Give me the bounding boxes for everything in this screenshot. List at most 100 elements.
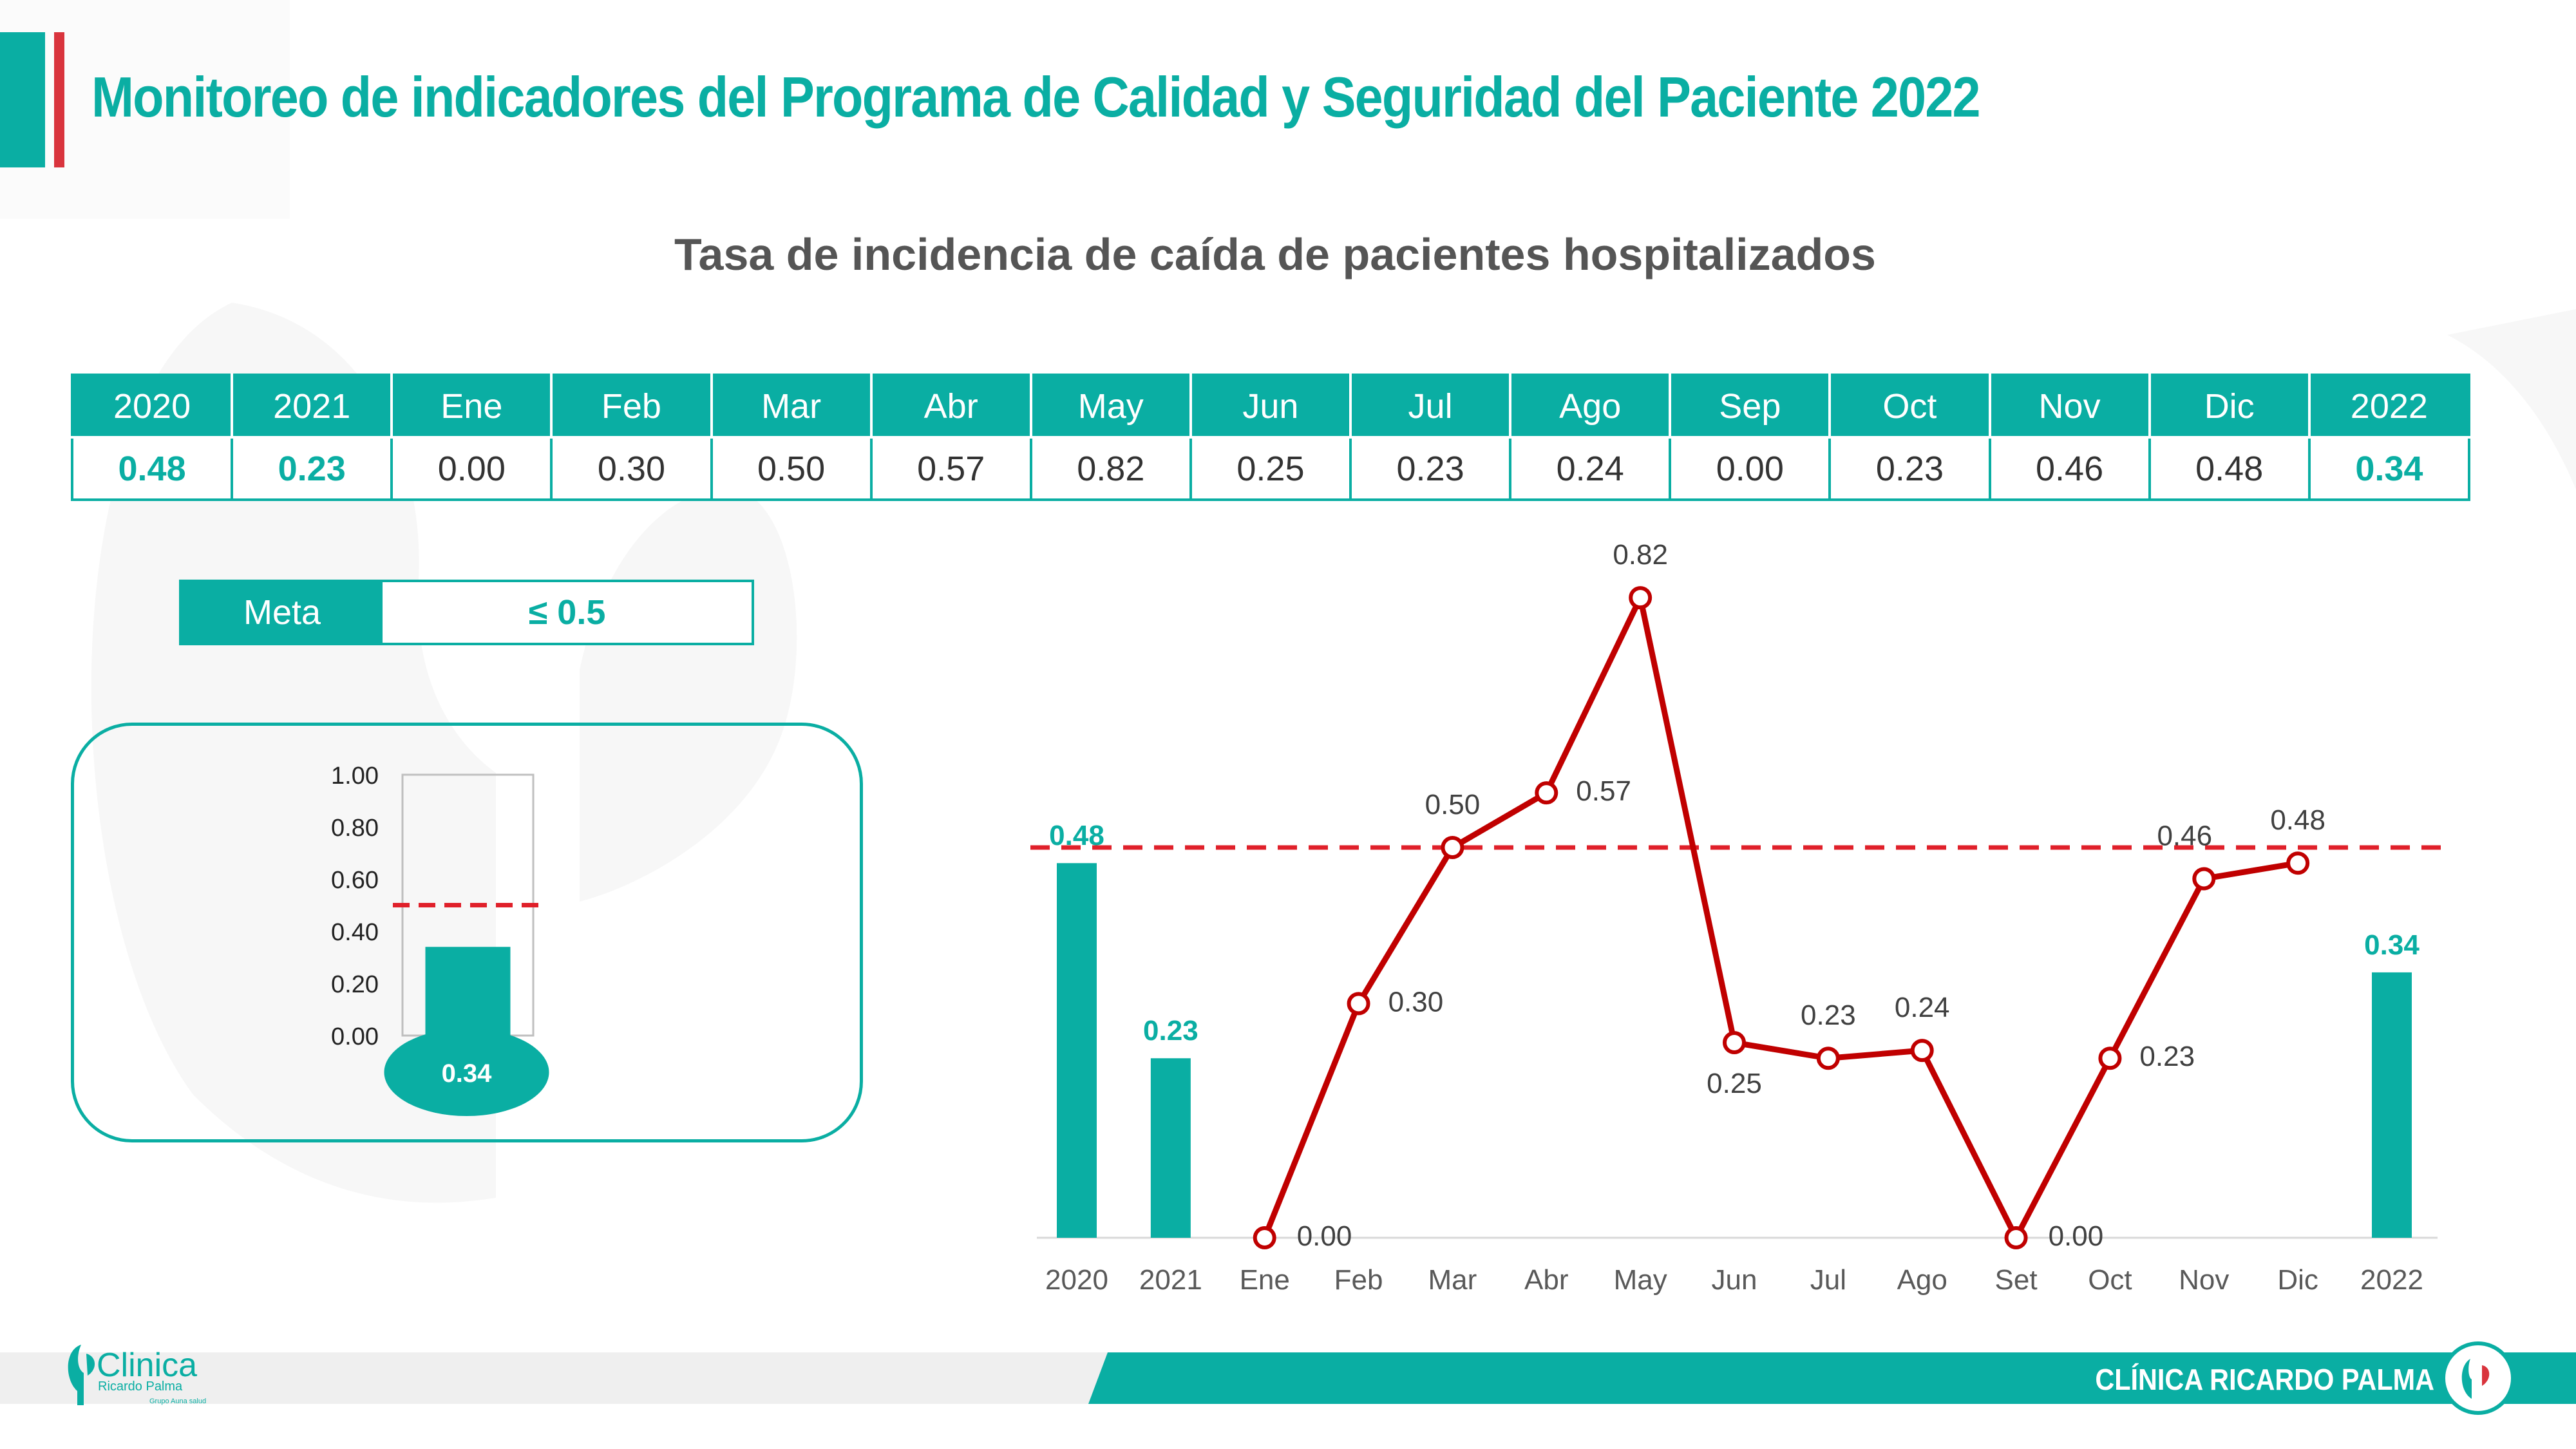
table-header-cell: May bbox=[1029, 374, 1192, 439]
line-point bbox=[1253, 1226, 1276, 1249]
line-point-label: 0.24 bbox=[1895, 992, 1950, 1023]
logo-subtitle: Ricardo Palma bbox=[98, 1379, 183, 1394]
x-tick-label: Nov bbox=[2179, 1264, 2229, 1296]
table-header-cell: Jun bbox=[1189, 374, 1352, 439]
table-header-cell: Abr bbox=[869, 374, 1032, 439]
table-header-cell: 2021 bbox=[231, 374, 393, 439]
line-point bbox=[2098, 1046, 2122, 1070]
x-tick-label: Dic bbox=[2277, 1264, 2318, 1296]
line-point bbox=[1723, 1031, 1746, 1054]
goal-box: Meta ≤ 0.5 bbox=[179, 580, 754, 645]
gauge-value-bubble bbox=[384, 1028, 549, 1116]
x-tick-label: 2022 bbox=[2360, 1264, 2423, 1296]
table-value-cell: 0.24 bbox=[1509, 436, 1672, 501]
gauge-tick-label: 0.60 bbox=[331, 867, 379, 894]
line-point-label: 0.00 bbox=[2049, 1220, 2104, 1252]
table-value-cell: 0.23 bbox=[1349, 436, 1512, 501]
gauge-value-label: 0.34 bbox=[442, 1059, 493, 1088]
bar bbox=[2372, 972, 2412, 1238]
table-value-cell: 0.48 bbox=[70, 436, 234, 501]
table-header-cell: Ago bbox=[1509, 374, 1672, 439]
line-point bbox=[2286, 851, 2310, 875]
bar bbox=[1150, 1058, 1191, 1238]
clinic-emblem-icon bbox=[2441, 1341, 2515, 1415]
x-tick-label: Abr bbox=[1524, 1264, 1568, 1296]
table-value-cell: 0.30 bbox=[550, 436, 713, 501]
table-header-cell: Mar bbox=[710, 374, 873, 439]
x-tick-label: 2020 bbox=[1045, 1264, 1108, 1296]
line-point bbox=[1535, 781, 1558, 805]
table-value-cell: 0.48 bbox=[2148, 436, 2311, 501]
table-value-cell: 0.23 bbox=[231, 436, 393, 501]
line-series bbox=[1262, 594, 2298, 1241]
x-tick-label: Ene bbox=[1240, 1264, 1290, 1296]
gauge-panel bbox=[71, 723, 863, 1142]
line-point-label: 0.30 bbox=[1388, 986, 1444, 1018]
gauge-tick-label: 0.20 bbox=[331, 971, 379, 998]
line-point-label: 0.25 bbox=[1707, 1068, 1762, 1099]
x-tick-label: Mar bbox=[1428, 1264, 1477, 1296]
table-value-cell: 0.00 bbox=[390, 436, 553, 501]
goal-label: Meta bbox=[182, 582, 383, 643]
bar-value-label: 0.23 bbox=[1143, 1015, 1198, 1046]
table-value-cell: 0.25 bbox=[1189, 436, 1352, 501]
line-point-label: 0.50 bbox=[1425, 789, 1481, 820]
table-header-cell: Jul bbox=[1349, 374, 1512, 439]
chart-title: Tasa de incidencia de caída de pacientes… bbox=[674, 229, 1876, 279]
line-point-label: 0.48 bbox=[2270, 804, 2325, 836]
x-tick-label: Oct bbox=[2088, 1264, 2132, 1296]
table-value-cell: 0.34 bbox=[2307, 436, 2471, 501]
logo-tagline: Grupo Auna salud bbox=[149, 1397, 207, 1405]
table-value-cell: 0.50 bbox=[710, 436, 873, 501]
table-header-cell: Dic bbox=[2148, 374, 2311, 439]
goal-value: ≤ 0.5 bbox=[383, 582, 752, 643]
table-value-cell: 0.57 bbox=[869, 436, 1032, 501]
gauge-tick-label: 0.00 bbox=[331, 1023, 379, 1050]
table-header-cell: Feb bbox=[550, 374, 713, 439]
table-header-cell: 2020 bbox=[70, 374, 234, 439]
table-value-cell: 0.23 bbox=[1828, 436, 1991, 501]
x-tick-label: 2021 bbox=[1139, 1264, 1202, 1296]
table-header-cell: Sep bbox=[1669, 374, 1832, 439]
table-header-cell: Oct bbox=[1828, 374, 1991, 439]
line-point-label: 0.46 bbox=[2157, 820, 2212, 851]
logo-name: Clinica bbox=[97, 1347, 198, 1384]
page-title: Monitoreo de indicadores del Programa de… bbox=[91, 65, 1980, 129]
bar bbox=[1057, 863, 1097, 1238]
footer-bar bbox=[1088, 1352, 2576, 1404]
x-tick-label: May bbox=[1614, 1264, 1667, 1296]
x-tick-label: Set bbox=[1995, 1264, 2038, 1296]
x-tick-label: Feb bbox=[1334, 1264, 1383, 1296]
table-value-cell: 0.46 bbox=[1988, 436, 2151, 501]
gauge-bar bbox=[425, 947, 511, 1036]
line-point bbox=[1629, 586, 1653, 610]
gauge-tick-label: 0.80 bbox=[331, 815, 379, 842]
line-point bbox=[1910, 1039, 1934, 1063]
indicator-table: 2020 2021 Ene Feb Mar Abr May Jun Jul Ago Sep Oct No… bbox=[70, 374, 2471, 501]
line-point bbox=[1347, 992, 1370, 1016]
table-value-row: 0.48 0.23 0.00 0.30 0.50 0.57 0.82 0.25 0.23 0.24… bbox=[70, 436, 2471, 501]
table-value-cell: 0.82 bbox=[1029, 436, 1192, 501]
x-tick-label: Jun bbox=[1712, 1264, 1757, 1296]
footer-strip bbox=[0, 1352, 1108, 1404]
line-point bbox=[2004, 1226, 2028, 1249]
gauge-tick-label: 0.40 bbox=[331, 919, 379, 946]
footer-brand: CLÍNICA RICARDO PALMA bbox=[2095, 1363, 2434, 1396]
line-point bbox=[2192, 867, 2216, 891]
line-point-label: 0.23 bbox=[2139, 1041, 2195, 1072]
line-point bbox=[1441, 836, 1464, 859]
gauge-tick-label: 1.00 bbox=[331, 762, 379, 790]
line-point bbox=[1816, 1046, 1840, 1070]
table-header-row: 2020 2021 Ene Feb Mar Abr May Jun Jul Ago Sep Oct No… bbox=[70, 374, 2471, 439]
line-point-label: 0.57 bbox=[1576, 775, 1631, 807]
header-accent-red bbox=[54, 32, 64, 167]
line-point-label: 0.23 bbox=[1801, 999, 1856, 1031]
line-point-label: 0.82 bbox=[1613, 539, 1668, 571]
table-header-cell: Ene bbox=[390, 374, 553, 439]
line-point-label: 0.00 bbox=[1297, 1220, 1352, 1252]
table-header-cell: Nov bbox=[1988, 374, 2151, 439]
bar-value-label: 0.34 bbox=[2364, 929, 2420, 961]
x-tick-label: Jul bbox=[1810, 1264, 1846, 1296]
